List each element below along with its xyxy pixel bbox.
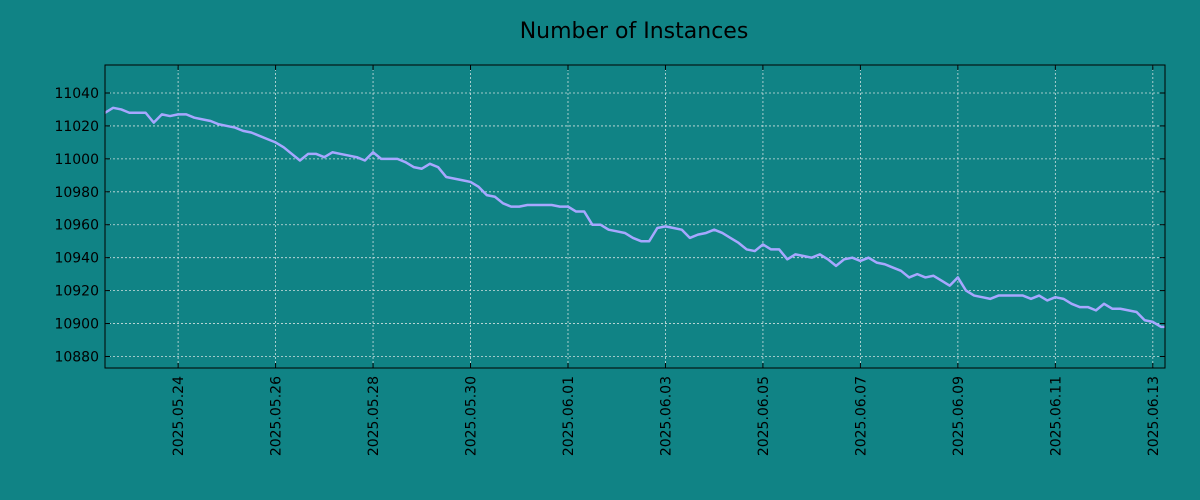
x-tick-label: 2025.05.26	[269, 376, 285, 456]
y-tick-label: 10920	[54, 284, 99, 300]
x-tick-label: 2025.06.09	[951, 376, 967, 456]
y-tick-label: 10980	[54, 185, 99, 201]
x-tick-label: 2025.06.01	[561, 376, 577, 456]
y-tick-label: 10940	[54, 251, 99, 267]
y-tick-label: 11020	[54, 119, 99, 135]
series-group	[104, 106, 1165, 329]
plot-frame	[104, 64, 1166, 369]
x-axis: 2025.05.24 2025.05.26 2025.05.28 2025.05.30…	[171, 65, 1162, 456]
x-tick-label: 2025.05.28	[366, 376, 382, 456]
x-tick-label: 2025.05.24	[171, 376, 187, 456]
x-tick-label: 2025.06.07	[853, 376, 869, 456]
chart-title: Number of Instances	[520, 19, 749, 44]
x-tick-label: 2025.06.03	[658, 376, 674, 456]
grid-lines	[105, 65, 1165, 368]
y-tick-label: 11000	[54, 152, 99, 168]
x-tick-label: 2025.06.13	[1146, 376, 1162, 456]
y-tick-label: 11040	[54, 86, 99, 102]
x-tick-label: 2025.06.11	[1048, 376, 1064, 456]
y-tick-label: 10900	[54, 317, 99, 333]
series-line	[104, 106, 1165, 329]
x-tick-label: 2025.06.05	[756, 376, 772, 456]
y-tick-label: 10960	[54, 218, 99, 234]
y-axis: 10880 10900 10920 10940 10960 10980 11000 11020…	[54, 86, 1165, 365]
x-tick-label: 2025.05.30	[464, 376, 480, 456]
y-tick-label: 10880	[54, 349, 99, 365]
